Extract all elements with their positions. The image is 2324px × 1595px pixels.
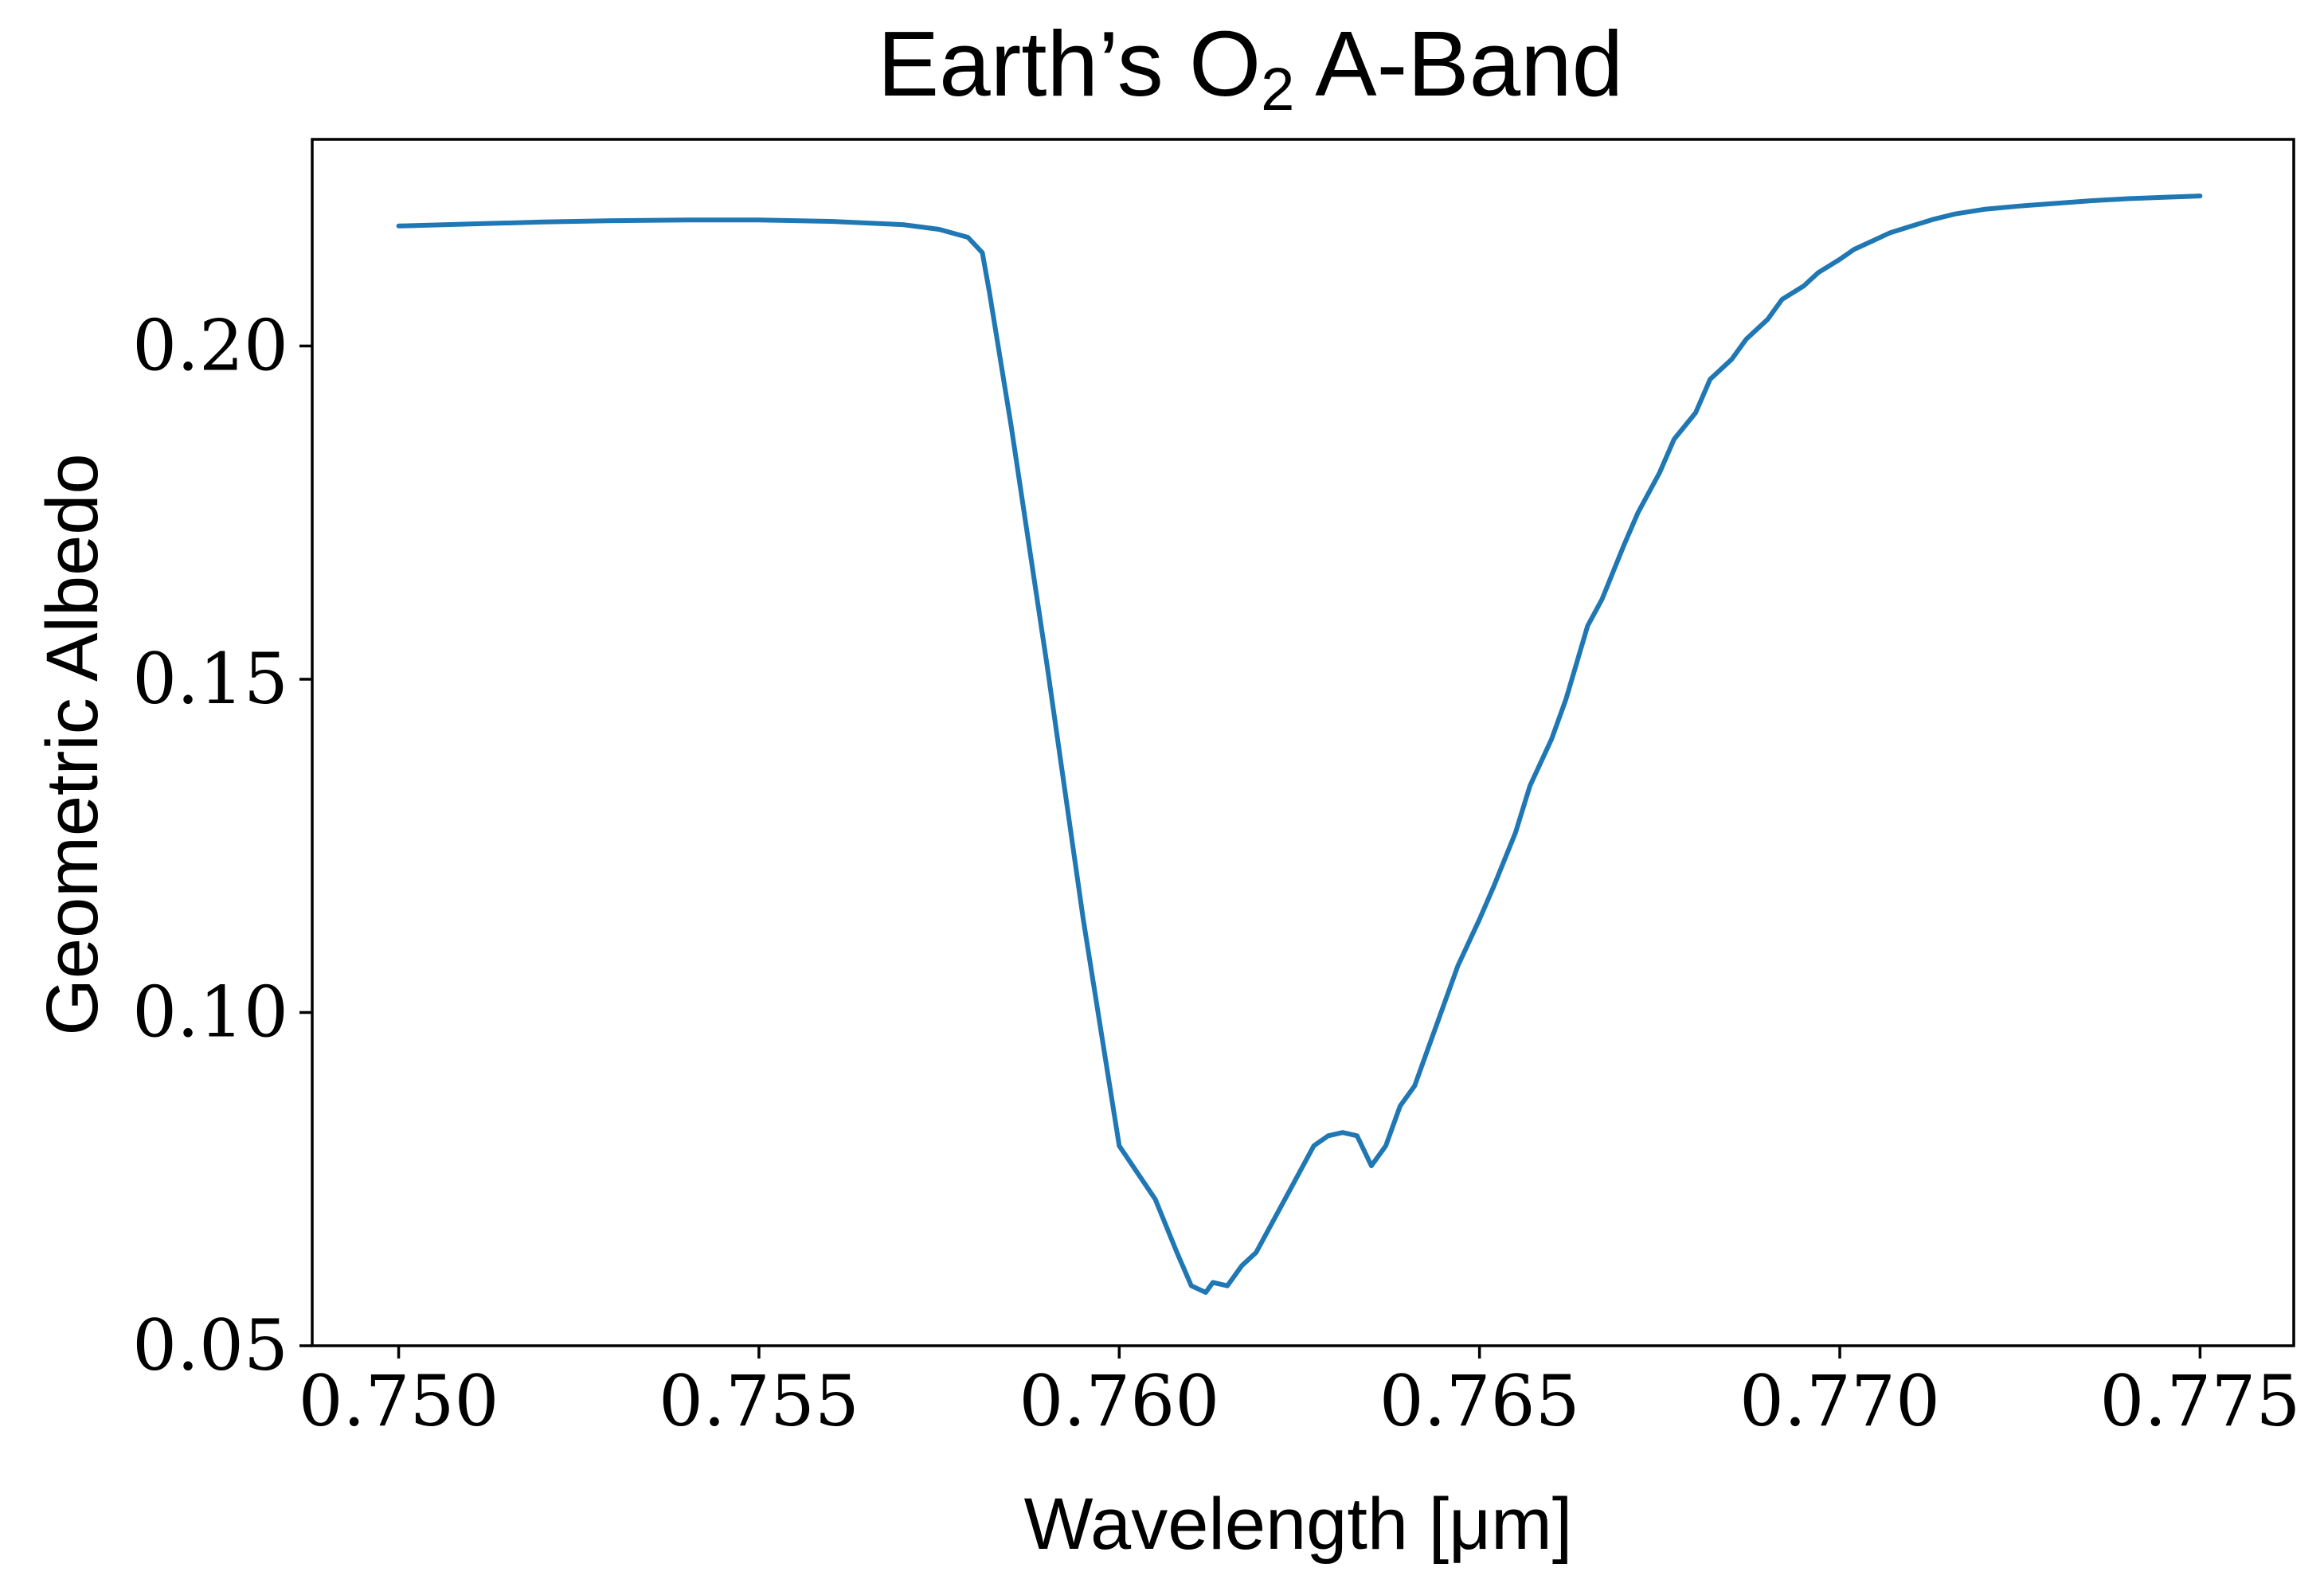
x-tick-label: 0.775 <box>2099 1360 2300 1442</box>
chart-title-main: Earth’s O <box>878 12 1261 115</box>
chart-title-subscript: 2 <box>1261 56 1294 123</box>
x-tick-label: 0.765 <box>1379 1360 1580 1442</box>
x-tick-label: 0.750 <box>299 1360 499 1442</box>
y-tick-label: 0.15 <box>132 638 288 720</box>
axis-ticks <box>299 344 2202 1358</box>
x-axis-label: Wavelength [μm] <box>1024 1484 1573 1565</box>
series-line <box>396 194 2203 1295</box>
y-tick-label: 0.10 <box>132 971 288 1053</box>
y-tick-label: 0.20 <box>132 304 288 386</box>
y-axis-label: Geometric Albedo <box>32 453 113 1035</box>
plot-frame <box>311 138 2295 1347</box>
x-tick-label: 0.755 <box>659 1360 859 1442</box>
x-tick-label: 0.760 <box>1019 1360 1219 1442</box>
chart-title-end: A-Band <box>1294 12 1623 115</box>
chart-title: Earth’s O2 A-Band <box>878 12 1623 123</box>
y-tick-label: 0.05 <box>132 1304 288 1386</box>
x-tick-label: 0.770 <box>1739 1360 1940 1442</box>
axis-tick-labels: 0.750 0.755 0.760 0.765 0.770 0.775 0.05 0.10 0.… <box>132 304 2300 1442</box>
